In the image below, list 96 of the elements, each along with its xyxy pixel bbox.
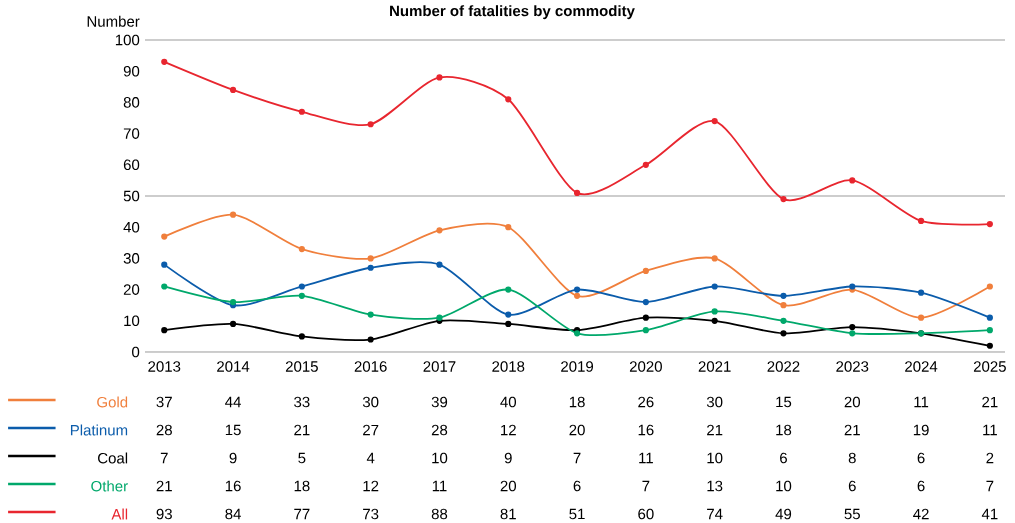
x-tick-label: 2022 [767, 361, 800, 372]
data-label: 6 [573, 480, 581, 492]
data-label: 28 [431, 424, 448, 436]
x-tick-label: 2025 [973, 361, 1006, 372]
x-tick-label: 2020 [629, 361, 662, 372]
y-tick-label: 30 [123, 253, 140, 264]
y-tick-label: 50 [123, 190, 140, 202]
x-tick-label: 2024 [905, 361, 938, 372]
data-label: 18 [776, 424, 792, 436]
x-tick-label: 2013 [148, 361, 181, 372]
data-label: 30 [706, 396, 723, 408]
data-label: 30 [362, 396, 379, 408]
data-label: 21 [844, 424, 860, 436]
legend-label: Other [91, 480, 128, 492]
data-label: 18 [569, 396, 585, 408]
data-label: 21 [707, 424, 723, 436]
y-axis-title: Number [87, 15, 140, 27]
data-label: 20 [844, 396, 861, 408]
x-tick-label: 2016 [354, 361, 387, 372]
data-label: 6 [780, 452, 787, 464]
data-label: 4 [366, 452, 375, 464]
data-label: 51 [569, 508, 585, 520]
data-label: 6 [917, 480, 925, 492]
data-label: 41 [981, 508, 998, 520]
data-label: 21 [294, 424, 310, 436]
data-label: 7 [986, 480, 994, 492]
data-label: 26 [638, 396, 654, 408]
data-label: 7 [642, 480, 650, 492]
data-label: 9 [504, 452, 512, 464]
data-label: 10 [432, 452, 448, 464]
data-label: 60 [638, 508, 654, 520]
data-label: 21 [982, 396, 998, 408]
x-tick-label: 2023 [836, 361, 869, 372]
data-label: 44 [225, 396, 241, 408]
data-label: 28 [156, 424, 172, 436]
data-label: 6 [848, 480, 856, 492]
x-tick-label: 2019 [561, 361, 594, 372]
legend-label: Platinum [70, 424, 128, 436]
y-tick-label: 20 [123, 284, 140, 295]
data-label: 42 [913, 508, 929, 520]
data-label: 16 [638, 424, 654, 436]
data-label: 21 [156, 480, 172, 492]
data-label: 12 [363, 480, 379, 492]
data-label: 15 [225, 424, 241, 436]
data-label: 20 [500, 480, 517, 492]
data-label: 40 [500, 396, 517, 408]
data-label: 9 [229, 452, 237, 464]
data-label: 7 [573, 452, 581, 464]
data-label: 15 [776, 396, 792, 408]
data-label: 5 [298, 452, 306, 464]
data-label: 93 [156, 508, 172, 520]
data-label: 77 [294, 508, 310, 520]
data-label: 84 [225, 508, 241, 520]
data-label: 11 [639, 452, 653, 464]
data-label: 11 [432, 480, 447, 492]
chart-title: Number of fatalities by commodity [390, 5, 635, 20]
data-label: 18 [294, 480, 310, 492]
x-tick-label: 2017 [423, 361, 456, 372]
y-tick-label: 60 [123, 159, 140, 171]
data-label: 37 [156, 396, 172, 408]
data-label: 13 [707, 480, 723, 492]
data-label: 49 [775, 508, 792, 520]
y-tick-label: 40 [123, 221, 140, 233]
data-label: 19 [913, 424, 929, 436]
data-label: 55 [844, 508, 860, 520]
y-tick-label: 70 [123, 128, 140, 139]
data-label: 81 [500, 508, 516, 520]
y-tick-label: 0 [132, 346, 140, 358]
data-label: 27 [363, 424, 379, 436]
data-label: 8 [848, 452, 856, 464]
x-tick-label: 2021 [698, 361, 731, 372]
text: Gold [97, 396, 128, 408]
text: All [111, 508, 128, 520]
data-label: 10 [776, 480, 792, 492]
data-label: 10 [707, 452, 723, 464]
data-label: 88 [431, 508, 448, 520]
data-label: 74 [707, 508, 723, 520]
y-tick-label: 10 [124, 315, 140, 327]
data-label: 39 [431, 396, 448, 408]
data-label: 11 [983, 424, 997, 436]
data-label: 2 [986, 452, 994, 464]
data-label: 20 [569, 424, 585, 436]
x-tick-label: 2014 [217, 361, 250, 372]
data-label: 16 [225, 480, 241, 492]
data-label: 11 [914, 396, 929, 408]
x-tick-label: 2018 [492, 361, 525, 372]
data-label: 12 [501, 424, 516, 436]
y-tick-label: 100 [115, 34, 140, 46]
x-tick-label: 2015 [285, 361, 318, 372]
data-label: 73 [363, 508, 379, 520]
data-label: 7 [160, 452, 168, 464]
y-tick-label: 80 [123, 97, 140, 108]
y-tick-label: 90 [123, 65, 140, 77]
data-label: 6 [917, 452, 925, 464]
text: Coal [98, 452, 128, 464]
data-label: 33 [294, 396, 310, 408]
